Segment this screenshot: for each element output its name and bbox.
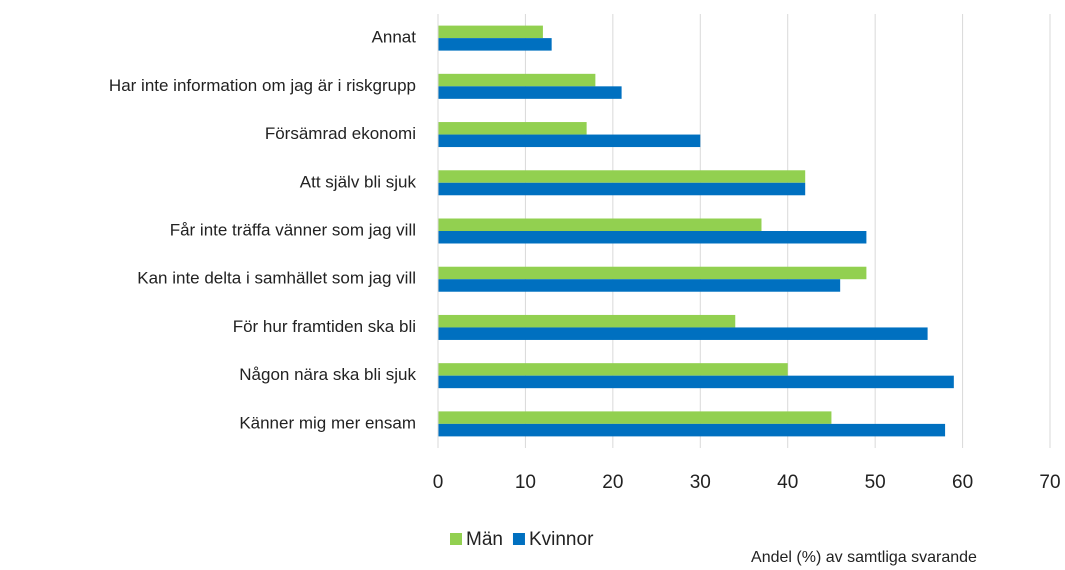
y-tick-label: För hur framtiden ska bli	[233, 317, 416, 336]
bar	[438, 279, 841, 292]
bar	[438, 266, 867, 280]
legend-label: Kvinnor	[529, 529, 594, 550]
x-tick-label: 10	[515, 472, 536, 493]
y-tick-label: Kan inte delta i samhället som jag vill	[137, 269, 416, 288]
bar	[438, 375, 954, 389]
bar	[438, 423, 946, 437]
y-tick-label: Att själv bli sjuk	[300, 172, 417, 191]
x-tick-label: 30	[690, 472, 711, 493]
bar	[438, 170, 806, 183]
bar	[438, 122, 587, 135]
legend-swatch	[450, 533, 462, 545]
legend-label: Män	[466, 529, 503, 550]
bar	[438, 327, 928, 340]
y-tick-label: Får inte träffa vänner som jag vill	[170, 220, 416, 239]
bar	[438, 314, 736, 328]
x-tick-label: 70	[1039, 472, 1060, 493]
y-tick-label: Känner mig mer ensam	[239, 413, 416, 432]
y-tick-label: Försämrad ekonomi	[265, 124, 416, 143]
x-tick-label: 0	[433, 472, 444, 493]
bar	[438, 25, 543, 39]
x-tick-label: 40	[777, 472, 798, 493]
y-tick-label: Har inte information om jag är i riskgru…	[109, 76, 416, 95]
bar	[438, 38, 552, 51]
y-tick-label: Annat	[372, 28, 417, 47]
x-tick-label: 20	[602, 472, 623, 493]
bar	[438, 231, 867, 244]
y-tick-label: Någon nära ska bli sjuk	[239, 365, 416, 384]
bar	[438, 73, 596, 87]
bar	[438, 86, 622, 99]
x-tick-label: 60	[952, 472, 973, 493]
legend-swatch	[512, 533, 525, 545]
x-axis-label: Andel (%) av samtliga svarande	[751, 549, 977, 566]
bar	[438, 134, 701, 148]
bar	[438, 182, 806, 196]
bar	[438, 363, 788, 376]
bar	[438, 218, 762, 231]
bar	[438, 411, 832, 424]
x-tick-label: 50	[865, 472, 886, 493]
